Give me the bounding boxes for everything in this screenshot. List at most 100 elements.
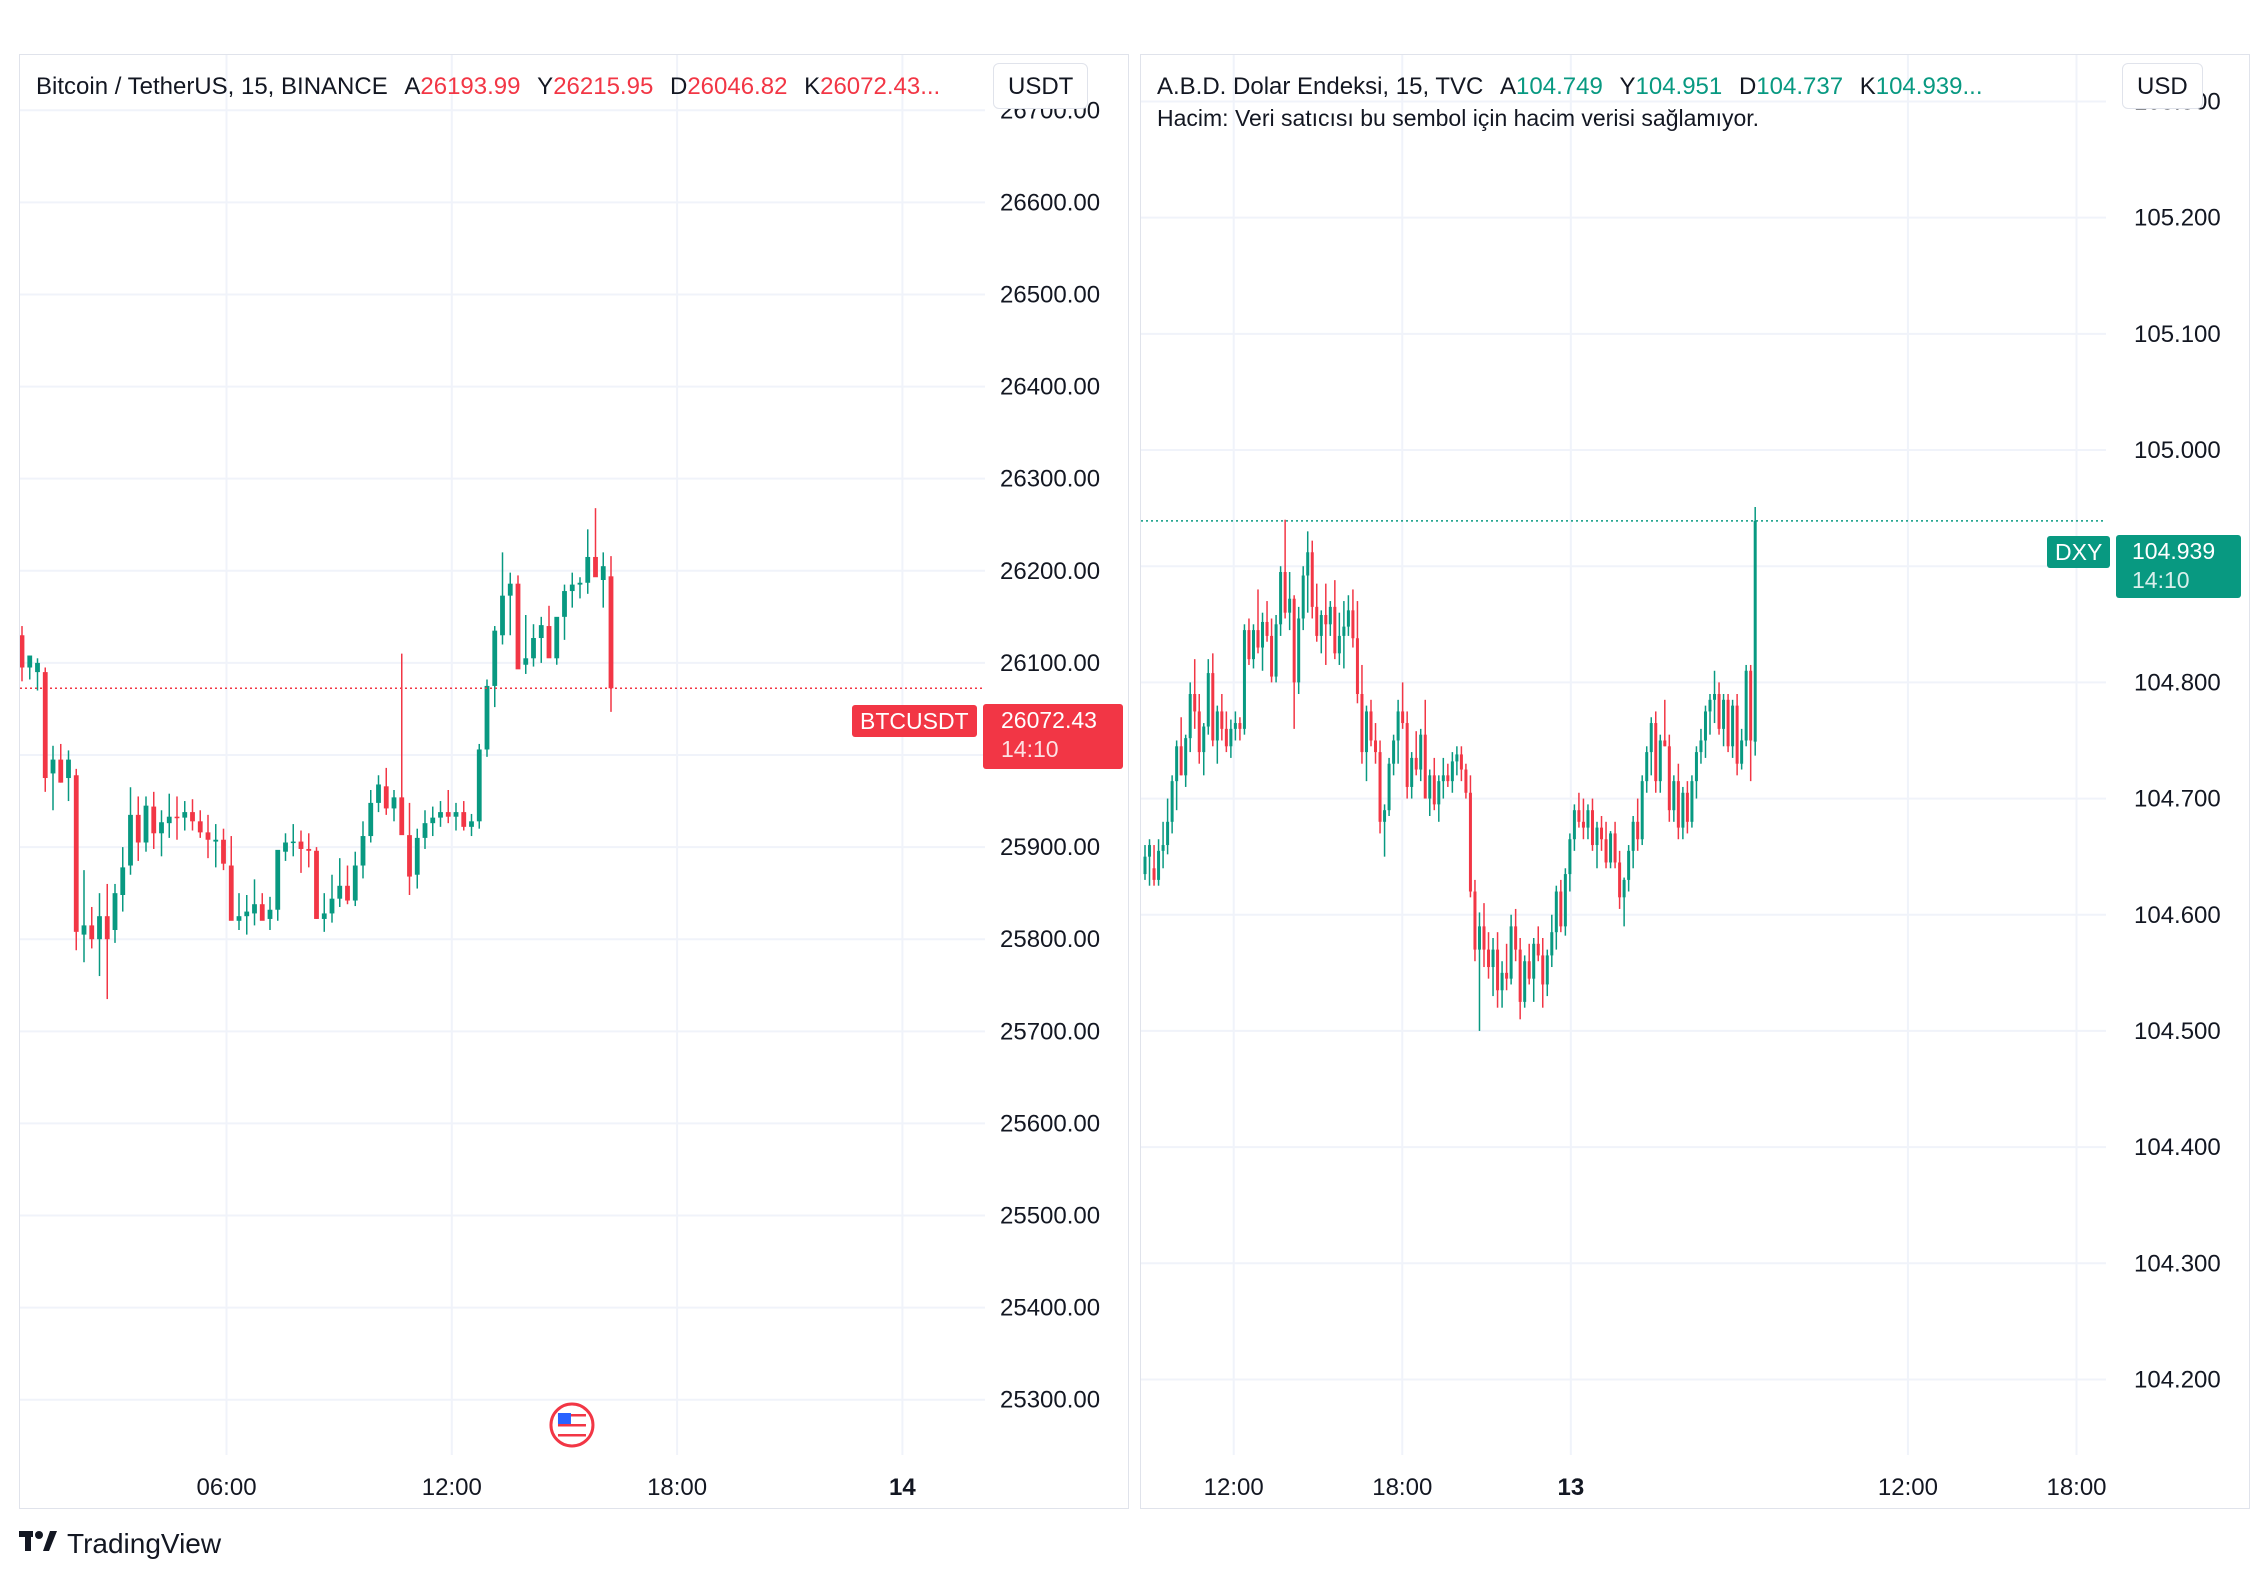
- candle-down: [1482, 926, 1486, 950]
- candle-down: [1496, 949, 1500, 991]
- candle-up: [438, 812, 443, 818]
- y-tick-label: 26600.00: [1000, 189, 1100, 216]
- candle-up: [213, 839, 219, 842]
- btc-currency-button[interactable]: USDT: [993, 63, 1089, 109]
- candle-down: [1604, 839, 1608, 863]
- candle-up: [1649, 723, 1653, 753]
- candle-up: [1699, 740, 1703, 753]
- candle-up: [1274, 624, 1278, 677]
- candle-up: [414, 837, 420, 875]
- candle-down: [593, 556, 598, 578]
- candle-up: [267, 909, 273, 919]
- candle-down: [1405, 723, 1409, 787]
- candle-up: [182, 812, 188, 818]
- candle-up: [1229, 728, 1233, 747]
- candle-up: [492, 630, 498, 686]
- candle-down: [1636, 821, 1640, 840]
- dxy-currency-button[interactable]: USD: [2122, 63, 2203, 109]
- candle-up: [321, 913, 327, 919]
- candle-down: [104, 916, 110, 940]
- candle-down: [151, 806, 157, 834]
- btc-chart-panel[interactable]: 26700.00 26600.00 26500.00 26400.00 26300.00…: [19, 54, 1129, 1509]
- candle-down: [20, 635, 25, 668]
- btc-high-label: Y: [537, 73, 554, 100]
- candle-up: [283, 842, 288, 852]
- candle-up: [376, 784, 381, 803]
- candle-up: [1545, 955, 1549, 985]
- candle-up: [1681, 792, 1685, 828]
- candle-down: [190, 812, 195, 822]
- candle-down: [1333, 606, 1337, 654]
- candle-up: [1554, 891, 1558, 933]
- x-tick-label: 18:00: [2046, 1474, 2106, 1501]
- candle-down: [73, 775, 79, 932]
- dxy-last-price-tag: 104.939 14:10: [2116, 535, 2241, 598]
- tradingview-brand[interactable]: TradingView: [19, 1527, 221, 1561]
- candle-up: [1744, 670, 1748, 741]
- candle-up: [577, 582, 583, 585]
- candle-down: [314, 850, 319, 919]
- candle-up: [585, 556, 591, 583]
- candle-down: [1324, 615, 1328, 625]
- candle-up: [1184, 738, 1188, 776]
- candle-up: [1740, 740, 1744, 764]
- candle-down: [1717, 694, 1721, 729]
- candle-up: [120, 867, 126, 895]
- candle-up: [1387, 763, 1391, 811]
- candle-up: [1694, 752, 1698, 782]
- candle-down: [345, 885, 350, 901]
- candle-up: [391, 797, 397, 809]
- btc-last-price: 26072.43: [1001, 707, 1097, 733]
- candle-down: [1369, 711, 1373, 741]
- candle-down: [546, 626, 552, 659]
- candle-up: [27, 655, 33, 668]
- btc-countdown: 14:10: [1001, 736, 1059, 762]
- candle-down: [1559, 891, 1563, 927]
- candle-up: [1645, 752, 1649, 782]
- x-tick-label: 18:00: [647, 1474, 707, 1501]
- candle-down: [306, 848, 312, 851]
- candle-down: [1685, 792, 1689, 822]
- candle-down: [89, 925, 95, 940]
- dxy-close-value: 104.939...: [1875, 73, 1983, 100]
- candle-up: [1455, 754, 1459, 762]
- candle-down: [259, 904, 265, 921]
- candle-up: [1383, 810, 1387, 822]
- candle-down: [1315, 606, 1319, 636]
- tradingview-brand-name: TradingView: [67, 1528, 222, 1559]
- candle-up: [1301, 575, 1305, 619]
- y-tick-label: 26500.00: [1000, 281, 1100, 308]
- candle-down: [608, 576, 614, 689]
- candle-down: [1360, 694, 1364, 753]
- y-tick-label: 25500.00: [1000, 1203, 1100, 1230]
- candle-down: [1401, 711, 1405, 724]
- y-tick-label: 25800.00: [1000, 926, 1100, 953]
- candle-up: [1586, 810, 1590, 828]
- btc-low-value: 26046.82: [687, 73, 788, 100]
- y-tick-label: 25400.00: [1000, 1295, 1100, 1322]
- candle-up: [360, 836, 366, 866]
- candle-up: [1708, 699, 1712, 712]
- candle-down: [1600, 827, 1604, 840]
- candle-up: [252, 904, 257, 914]
- y-tick-label: 104.200: [2134, 1366, 2221, 1393]
- y-tick-label: 104.500: [2134, 1018, 2221, 1045]
- btc-candlestick-plot[interactable]: 26700.0026600.0026500.0026400.0026300.00…: [20, 55, 1128, 1508]
- candle-up: [81, 925, 87, 935]
- dxy-chart-panel[interactable]: 105.300105.200105.100105.000104.900104.8…: [1140, 54, 2250, 1509]
- candle-down: [42, 672, 48, 779]
- candle-down: [1468, 792, 1472, 892]
- candle-down: [1414, 757, 1418, 770]
- candle-down: [1310, 552, 1314, 607]
- dxy-candlestick-plot[interactable]: 105.300105.200105.100105.000104.900104.8…: [1141, 55, 2249, 1508]
- candle-down: [1459, 754, 1463, 770]
- candle-up: [1319, 615, 1323, 636]
- candle-up: [1609, 833, 1613, 863]
- candle-down: [197, 821, 203, 833]
- btc-symbol-tag: BTCUSDT: [852, 705, 977, 737]
- y-tick-label: 105.100: [2134, 321, 2221, 348]
- candle-up: [507, 583, 513, 596]
- candle-down: [515, 583, 521, 670]
- tradingview-logo-icon: [19, 1527, 57, 1561]
- candle-up: [1631, 821, 1635, 851]
